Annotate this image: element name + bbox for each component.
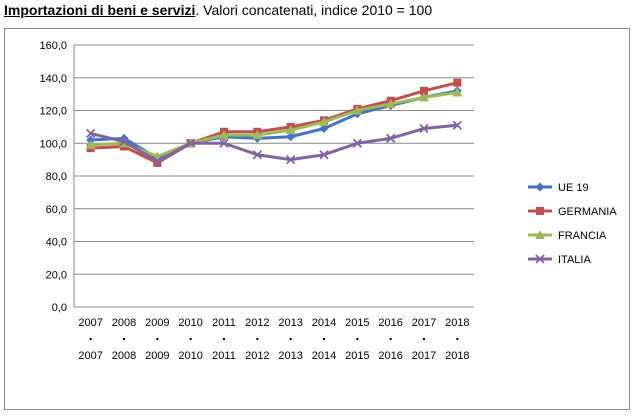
chart-title: Importazioni di beni e servizi. Valori c… <box>4 2 432 18</box>
x-tick-label-secondary: 2009 <box>145 350 169 362</box>
legend-marker-italia <box>535 254 545 264</box>
y-tick-label: 20,0 <box>46 269 67 281</box>
y-tick-label: 100,0 <box>39 138 67 150</box>
x-tick-separator <box>356 338 359 340</box>
x-tick-label: 2013 <box>278 317 302 329</box>
data-point-francia <box>352 105 363 115</box>
data-point-francia <box>385 98 396 108</box>
x-tick-separator <box>89 338 92 340</box>
data-point-italia <box>86 128 96 139</box>
x-tick-label: 2014 <box>312 317 336 329</box>
x-tick-separator <box>389 338 392 340</box>
legend-marker-ue-19 <box>535 182 545 192</box>
x-tick-label: 2012 <box>245 317 269 329</box>
legend-label-germania: GERMANIA <box>558 206 617 218</box>
data-point-italia <box>452 120 462 130</box>
data-point-italia <box>352 138 362 148</box>
x-tick-label-secondary: 2011 <box>212 350 236 362</box>
x-tick-separator <box>223 338 225 340</box>
x-tick-label-secondary: 2015 <box>345 350 369 362</box>
y-tick-label: 0,0 <box>52 302 67 314</box>
chart-title-rest: . Valori concatenati, indice 2010 = 100 <box>195 2 433 18</box>
x-tick-label-secondary: 2012 <box>245 350 269 362</box>
series-line-germania <box>90 81 458 165</box>
data-point-francia <box>285 125 296 135</box>
legend-label-francia: FRANCIA <box>558 230 607 242</box>
x-tick-label: 2010 <box>178 317 202 329</box>
data-point-francia <box>252 130 263 140</box>
x-tick-label: 2018 <box>445 317 469 329</box>
x-tick-separator <box>323 338 325 340</box>
data-point-italia <box>419 123 429 134</box>
legend-marker-germania <box>536 207 544 215</box>
y-tick-label: 160,0 <box>39 40 67 52</box>
x-tick-label-secondary: 2013 <box>278 350 302 362</box>
x-tick-label: 2017 <box>412 317 436 329</box>
x-tick-label: 2008 <box>112 317 136 329</box>
x-tick-label-secondary: 2014 <box>312 350 336 362</box>
x-tick-separator <box>189 338 192 340</box>
data-point-germania <box>153 158 162 167</box>
x-tick-label-secondary: 2008 <box>112 350 136 362</box>
data-point-germania <box>453 78 462 87</box>
x-tick-label: 2009 <box>145 317 169 329</box>
x-tick-label-secondary: 2010 <box>178 350 202 362</box>
x-tick-label: 2016 <box>378 317 402 329</box>
legend-marker-francia <box>535 230 545 239</box>
y-tick-label: 140,0 <box>39 73 67 85</box>
x-tick-label: 2007 <box>78 317 102 329</box>
y-tick-label: 80,0 <box>46 171 67 183</box>
x-tick-label: 2011 <box>212 317 236 329</box>
data-point-francia <box>452 87 463 97</box>
data-point-italia <box>319 150 329 160</box>
data-point-ue-19 <box>319 124 329 134</box>
y-tick-label: 40,0 <box>46 237 67 249</box>
data-point-francia <box>85 139 96 149</box>
data-point-ue-19 <box>286 132 296 142</box>
x-tick-separator <box>156 338 159 340</box>
data-point-italia <box>186 138 196 148</box>
data-point-italia <box>152 156 162 166</box>
x-tick-separator <box>256 338 259 340</box>
x-tick-label-secondary: 2018 <box>445 350 469 362</box>
series-line-francia <box>90 91 458 158</box>
chart-title-bold: Importazioni di beni e servizi <box>4 2 196 18</box>
data-point-italia <box>119 136 129 147</box>
data-point-francia <box>319 116 329 126</box>
chart-frame <box>4 28 630 410</box>
data-point-italia <box>252 150 262 160</box>
y-tick-label: 60,0 <box>46 204 67 216</box>
x-tick-label-secondary: 2007 <box>78 350 102 362</box>
data-point-francia <box>219 130 229 140</box>
legend-label-ue-19: UE 19 <box>558 182 589 194</box>
x-tick-label-secondary: 2016 <box>378 350 402 362</box>
legend-label-italia: ITALIA <box>558 254 591 266</box>
data-point-germania <box>420 86 428 95</box>
y-tick-label: 120,0 <box>39 106 67 118</box>
x-tick-separator <box>123 338 125 340</box>
data-point-italia <box>386 133 396 143</box>
series-line-italia <box>90 123 458 163</box>
data-point-francia <box>419 92 429 102</box>
x-tick-separator <box>423 338 425 340</box>
data-point-italia <box>286 154 296 165</box>
x-tick-separator <box>456 338 459 340</box>
x-tick-label: 2015 <box>345 317 369 329</box>
x-tick-label-secondary: 2017 <box>412 350 436 362</box>
x-tick-separator <box>289 338 292 340</box>
data-point-italia <box>219 138 229 148</box>
